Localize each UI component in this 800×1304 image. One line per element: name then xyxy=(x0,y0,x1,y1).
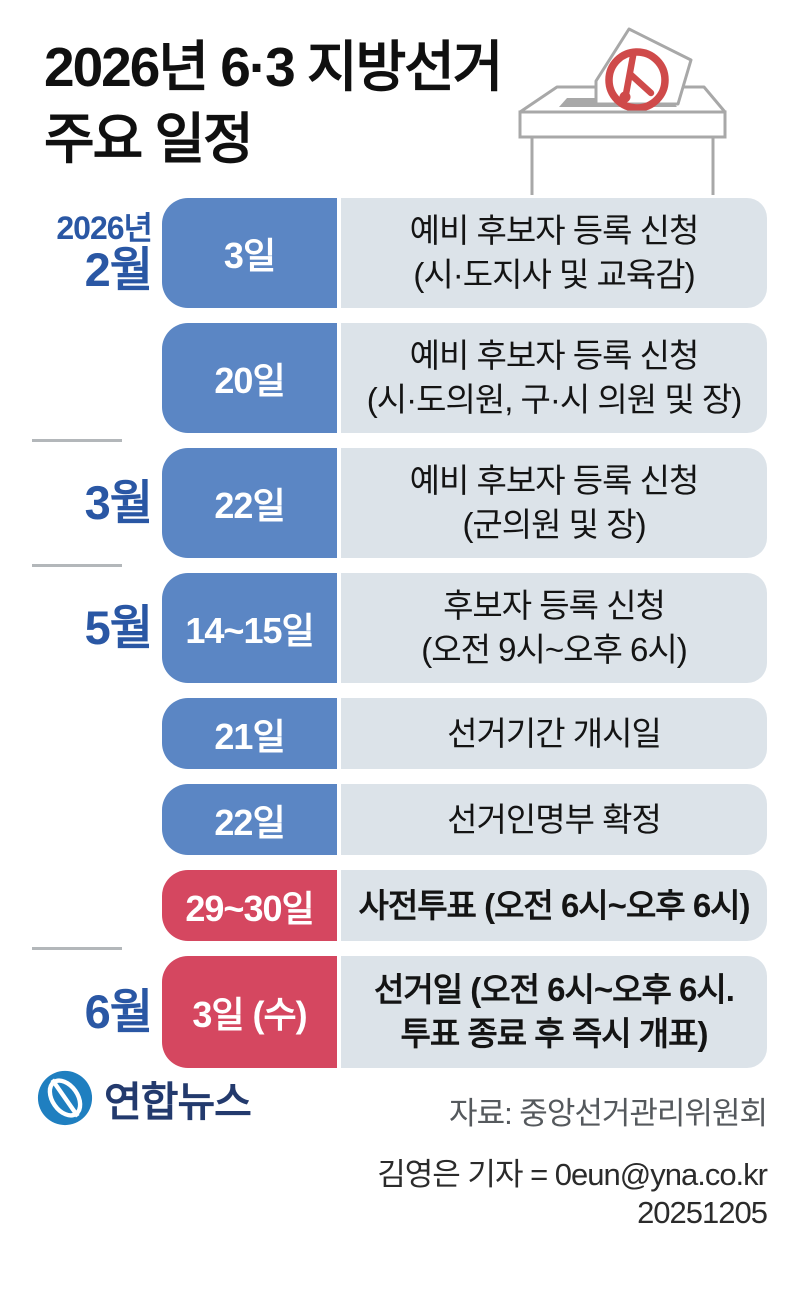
month-label: 2월 xyxy=(84,243,153,297)
event-description: 예비 후보자 등록 신청 (시·도지사 및 교육감) xyxy=(341,198,767,308)
date-badge: 29~30일 xyxy=(162,870,337,941)
schedule-row: 2026년 2월 3일 예비 후보자 등록 신청 (시·도지사 및 교육감) xyxy=(30,198,767,308)
month-cell xyxy=(30,323,156,433)
event-description: 예비 후보자 등록 신청 (군의원 및 장) xyxy=(341,448,767,558)
month-label: 5월 xyxy=(84,601,153,655)
event-description: 후보자 등록 신청 (오전 9시~오후 6시) xyxy=(341,573,767,683)
month-group-divider xyxy=(32,947,122,950)
month-group-divider xyxy=(32,439,122,442)
date-badge: 21일 xyxy=(162,698,337,769)
brand-name: 연합뉴스 xyxy=(104,1079,252,1125)
date-badge: 22일 xyxy=(162,784,337,855)
event-description: 선거일 (오전 6시~오후 6시. 투표 종료 후 즉시 개표) xyxy=(341,956,767,1068)
date-badge: 22일 xyxy=(162,448,337,558)
schedule-row: 22일 선거인명부 확정 xyxy=(30,784,767,855)
month-label: 6월 xyxy=(84,985,153,1039)
month-group-divider xyxy=(32,564,122,567)
news-agency-brand: 연합뉴스 xyxy=(36,1068,252,1128)
date-badge: 14~15일 xyxy=(162,573,337,683)
schedule-row: 3월 22일 예비 후보자 등록 신청 (군의원 및 장) xyxy=(30,448,767,558)
month-cell xyxy=(30,870,156,941)
schedule-row: 29~30일 사전투표 (오전 6시~오후 6시) xyxy=(30,870,767,941)
data-source-credit: 자료: 중앙선거관리위원회 xyxy=(449,1096,768,1131)
month-cell xyxy=(30,784,156,855)
month-cell: 5월 xyxy=(30,573,156,683)
month-cell: 6월 xyxy=(30,956,156,1068)
month-cell xyxy=(30,698,156,769)
event-description: 사전투표 (오전 6시~오후 6시) xyxy=(341,870,767,941)
date-badge: 3일 (수) xyxy=(162,956,337,1068)
page-title: 2026년 6·3 지방선거 주요 일정 xyxy=(44,36,503,170)
event-description: 선거기간 개시일 xyxy=(341,698,767,769)
schedule-row: 21일 선거기간 개시일 xyxy=(30,698,767,769)
date-badge: 3일 xyxy=(162,198,337,308)
reporter-contact: 김영은 기자 = 0eun@yna.co.kr xyxy=(377,1157,768,1192)
ballot-box-icon xyxy=(518,27,727,195)
year-label: 2026년 xyxy=(56,209,153,246)
month-label: 3월 xyxy=(84,476,153,530)
yonhap-logo-icon xyxy=(37,1070,93,1126)
reporter-byline: 김영은 기자 = 0eun@yna.co.kr 20251205 xyxy=(377,1156,768,1232)
publish-date-code: 20251205 xyxy=(637,1194,768,1230)
month-cell: 2026년 2월 xyxy=(30,198,156,308)
schedule-row: 5월 14~15일 후보자 등록 신청 (오전 9시~오후 6시) xyxy=(30,573,767,683)
date-badge: 20일 xyxy=(162,323,337,433)
schedule-row: 20일 예비 후보자 등록 신청 (시·도의원, 구·시 의원 및 장) xyxy=(30,323,767,433)
event-description: 선거인명부 확정 xyxy=(341,784,767,855)
event-description: 예비 후보자 등록 신청 (시·도의원, 구·시 의원 및 장) xyxy=(341,323,767,433)
month-cell: 3월 xyxy=(30,448,156,558)
schedule-row: 6월 3일 (수) 선거일 (오전 6시~오후 6시. 투표 종료 후 즉시 개… xyxy=(30,956,767,1068)
schedule-timeline: 2026년 2월 3일 예비 후보자 등록 신청 (시·도지사 및 교육감) 2… xyxy=(30,198,767,1083)
